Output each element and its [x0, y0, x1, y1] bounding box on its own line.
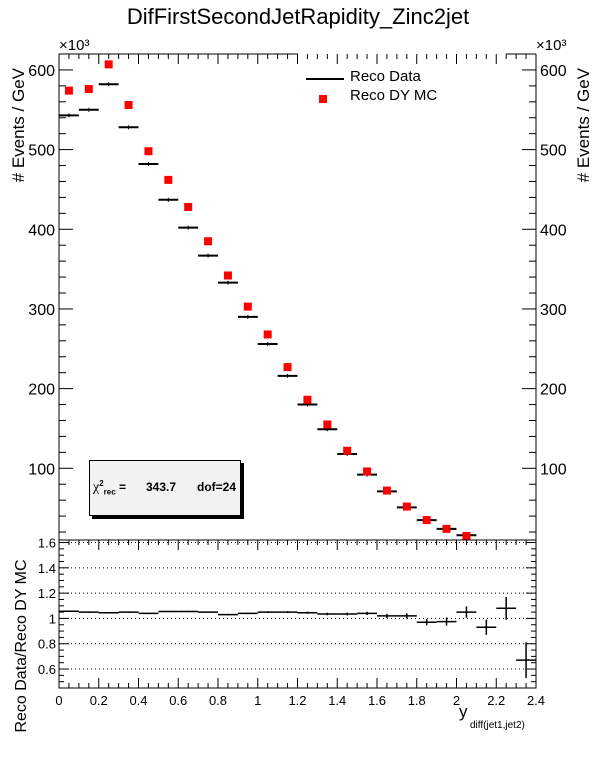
data-point-reco-dy-mc	[84, 85, 93, 94]
y-axis-title-left: # Events / GeV	[9, 67, 28, 182]
data-point-reco-dy-mc	[184, 202, 193, 211]
y-tick-label-left: 400	[28, 222, 55, 239]
ratio-x-tick-label: 2.2	[487, 693, 505, 708]
x-axis-title: y	[459, 702, 468, 721]
data-point-reco-dy-mc	[382, 486, 391, 495]
ratio-x-tick-label: 1	[254, 693, 261, 708]
y-exponent-label-right: ×10³	[536, 37, 566, 54]
data-point-reco-dy-mc	[303, 395, 312, 404]
data-point-reco-dy-mc	[462, 532, 471, 541]
ratio-y-tick-label: 1.4	[38, 561, 56, 576]
data-point-reco-dy-mc	[422, 516, 431, 525]
data-point-reco-dy-mc	[104, 60, 113, 69]
chi2-box: χ2rec = 343.7 dof=24	[89, 460, 241, 516]
y-tick-label-right: 400	[540, 222, 567, 239]
chi2-dof: dof=24	[197, 480, 237, 494]
y-tick-label-right: 500	[540, 143, 567, 160]
ratio-y-tick-label: 1.2	[38, 586, 56, 601]
y-tick-label-left: 500	[28, 143, 55, 160]
ratio-x-tick-label: 0.6	[169, 693, 187, 708]
legend-line-symbol	[306, 78, 344, 80]
data-point-reco-dy-mc	[263, 330, 272, 339]
ratio-y-tick-label: 0.8	[38, 637, 56, 652]
ratio-y-tick-label: 1	[49, 611, 56, 626]
data-point-reco-dy-mc	[204, 237, 213, 246]
ratio-x-tick-label: 1.8	[408, 693, 426, 708]
y-tick-label-left: 200	[28, 382, 55, 399]
data-point-reco-dy-mc	[442, 524, 451, 533]
ratio-y-tick-label: 1.6	[38, 536, 56, 551]
ratio-x-tick-label: 2.4	[527, 693, 545, 708]
y-exponent-label-left: ×10³	[59, 37, 89, 54]
data-point-reco-dy-mc	[323, 420, 332, 429]
ratio-x-tick-label: 0.4	[129, 693, 147, 708]
ratio-y-tick-label: 0.6	[38, 662, 56, 677]
ratio-x-tick-label: 0.2	[90, 693, 108, 708]
ratio-frame	[58, 539, 537, 689]
data-point-reco-dy-mc	[243, 302, 252, 311]
legend-square-symbol	[319, 95, 327, 103]
ratio-x-tick-label: 1.6	[368, 693, 386, 708]
ratio-x-tick-label: 2	[453, 693, 460, 708]
ratio-x-tick-label: 1.2	[288, 693, 306, 708]
data-point-reco-dy-mc	[343, 446, 352, 455]
legend: Reco Data Reco DY MC	[300, 66, 510, 112]
y-tick-label-right: 100	[540, 461, 567, 478]
y-tick-label-left: 300	[28, 302, 55, 319]
chi2-label: χ2rec =	[93, 479, 127, 497]
data-point-reco-dy-mc	[283, 363, 292, 372]
data-point-reco-dy-mc	[363, 467, 372, 476]
chi2-value: 343.7	[146, 480, 177, 494]
data-point-reco-dy-mc	[402, 502, 411, 511]
ratio-y-axis-title: Reco Data/Reco DY MC	[13, 559, 30, 732]
y-axis-title-right: # Events / GeV	[574, 67, 593, 182]
y-tick-label-right: 600	[540, 63, 567, 80]
y-tick-label-left: 100	[28, 461, 55, 478]
data-point-reco-dy-mc	[144, 147, 153, 156]
y-tick-label-left: 600	[28, 63, 55, 80]
chart-title: DifFirstSecondJetRapidity_Zinc2jet	[126, 4, 470, 29]
ratio-x-tick-label: 0	[55, 693, 62, 708]
legend-label-reco-data: Reco Data	[350, 68, 421, 85]
ratio-x-tick-label: 0.8	[209, 693, 227, 708]
data-point-reco-dy-mc	[64, 86, 73, 95]
data-point-reco-dy-mc	[223, 271, 232, 280]
y-tick-label-right: 300	[540, 302, 567, 319]
y-tick-label-right: 200	[540, 382, 567, 399]
x-axis-title-subscript: diff(jet1,jet2)	[470, 720, 525, 731]
legend-label-reco-dy-mc: Reco DY MC	[350, 87, 438, 104]
ratio-x-tick-label: 1.4	[328, 693, 346, 708]
data-point-reco-dy-mc	[124, 100, 133, 109]
data-point-reco-dy-mc	[164, 175, 173, 184]
